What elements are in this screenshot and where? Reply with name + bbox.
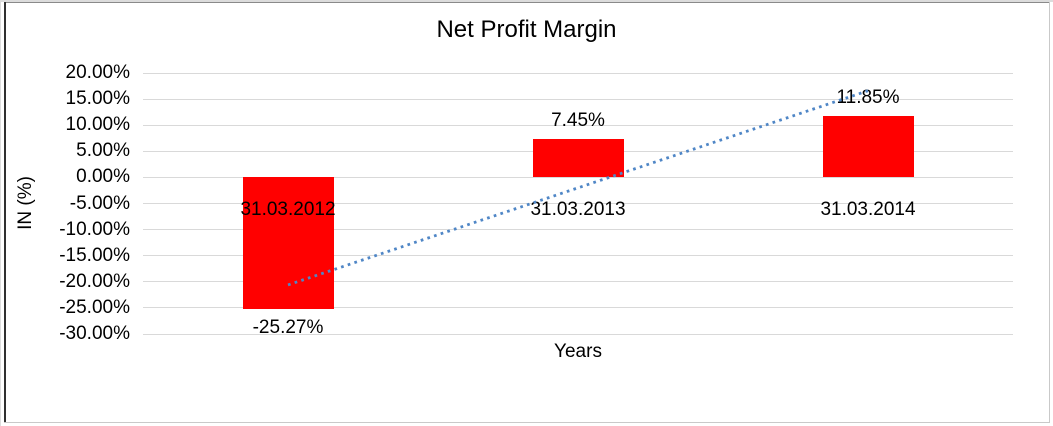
bar-data-label: 11.85% [836,86,900,108]
y-axis-tick-label: 10.00% [65,114,130,136]
bar-data-label: -25.27% [252,317,324,339]
chart-frame-top [0,0,1053,2]
y-axis-tick-label: -10.00% [59,218,130,240]
chart-title: Net Profit Margin [436,16,617,43]
bar-31.03.2014 [822,115,914,178]
gridline [143,333,1013,335]
x-axis-title: Years [554,341,602,362]
chart-frame-bottom [4,422,1050,423]
x-axis-category-label: 31.03.2014 [820,199,916,221]
y-axis-tick-label: 20.00% [65,62,130,83]
y-axis-tick-label: 0.00% [76,166,130,188]
chart-frame-right [1049,2,1050,423]
chart-frame-left-outer [0,0,1,426]
bar-31.03.2013 [532,138,624,178]
bar-data-label: 7.45% [551,109,605,131]
y-axis-tick-label: 15.00% [65,88,130,110]
y-axis-tick-label: -5.00% [69,192,130,214]
chart-frame-top-line [4,2,1050,3]
x-axis-category-label: 31.03.2012 [240,199,336,221]
gridline [143,72,1013,74]
gridline [143,307,1013,309]
y-axis-tick-label: 5.00% [76,140,130,162]
y-axis-tick-label: -30.00% [59,323,130,344]
y-axis-tick-label: -25.00% [59,296,130,318]
y-axis-tick-label: -20.00% [59,270,130,292]
x-axis-category-label: 31.03.2013 [530,199,626,221]
chart-frame-left [4,2,6,423]
bar-31.03.2012 [242,177,334,310]
y-axis-tick-label: -15.00% [59,244,130,266]
